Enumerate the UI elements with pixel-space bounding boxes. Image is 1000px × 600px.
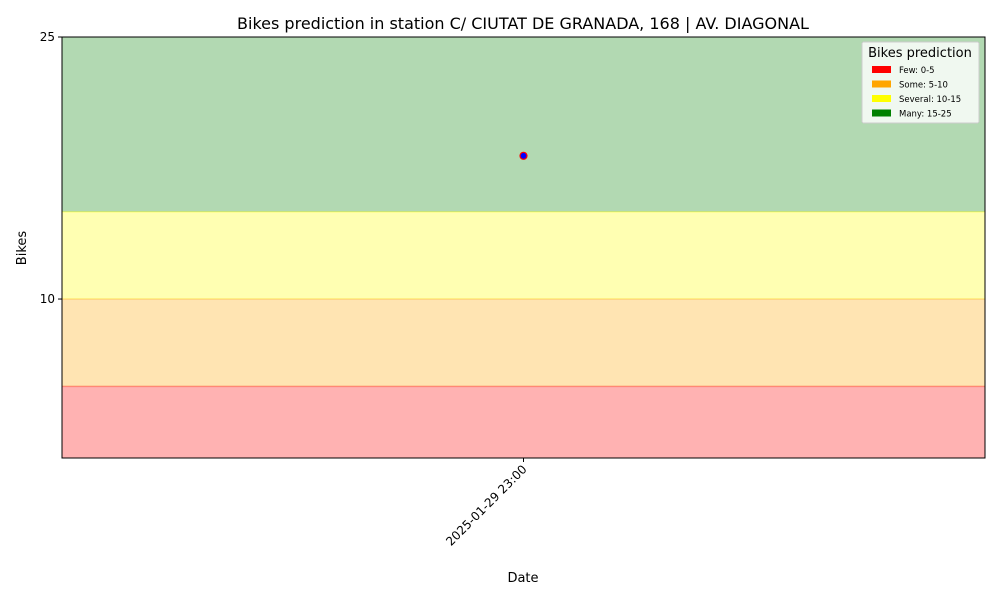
legend: Bikes prediction Few: 0-5 Some: 5-10 Sever… <box>861 41 980 124</box>
legend-label: Some: 5-10 <box>899 81 948 91</box>
data-point <box>519 151 528 160</box>
legend-title: Bikes prediction <box>868 46 972 61</box>
band-layer <box>62 37 985 458</box>
y-tick-label: 10 <box>40 292 55 306</box>
band-3 <box>62 37 985 212</box>
legend-label: Few: 0-5 <box>899 66 935 76</box>
x-axis-label: Date <box>507 571 538 586</box>
y-axis: 10 25 <box>40 30 62 306</box>
legend-swatch <box>872 66 891 73</box>
legend-frame <box>861 41 980 124</box>
point-layer <box>519 151 528 160</box>
legend-swatch <box>872 80 891 88</box>
legend-label: Many: 15-25 <box>899 110 952 120</box>
legend-entries: Few: 0-5 Some: 5-10 Several: 10-15 Many: 15… <box>872 66 961 120</box>
x-tick-label: 2025-01-29 23:00 <box>443 462 529 548</box>
chart-title: Bikes prediction in station C/ CIUTAT DE… <box>237 14 809 33</box>
y-axis-label: Bikes <box>15 231 30 266</box>
legend-swatch <box>872 95 891 102</box>
y-tick-label: 25 <box>40 30 55 44</box>
x-axis: 2025-01-29 23:00 <box>443 458 530 549</box>
legend-label: Several: 10-15 <box>899 95 961 105</box>
band-0 <box>62 386 985 458</box>
band-2 <box>62 211 985 300</box>
band-1 <box>62 299 985 387</box>
legend-swatch <box>872 109 891 117</box>
